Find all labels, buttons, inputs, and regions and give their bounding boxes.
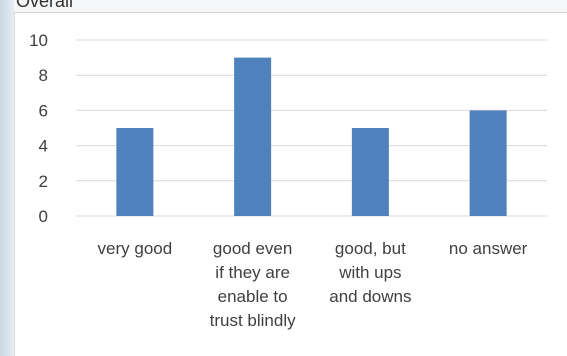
partial-heading: Overall	[16, 0, 74, 11]
x-category-label: trust blindly	[210, 311, 296, 330]
y-tick-label: 6	[39, 101, 48, 120]
x-category-label: enable to	[218, 287, 288, 306]
y-tick-label: 8	[39, 66, 48, 85]
bar	[234, 57, 272, 216]
x-category-label: with ups	[338, 263, 401, 282]
y-tick-label: 4	[39, 137, 48, 156]
y-tick-label: 10	[29, 31, 48, 50]
y-tick-label: 2	[39, 172, 48, 191]
x-category-label: if they are	[215, 263, 290, 282]
x-category-label: very good	[98, 239, 173, 258]
bar	[351, 128, 389, 216]
x-category-label: good, but	[335, 239, 406, 258]
x-category-label: no answer	[449, 239, 528, 258]
background-band	[0, 0, 14, 356]
bar	[469, 110, 507, 216]
y-tick-label: 0	[39, 207, 48, 226]
x-category-label: and downs	[329, 287, 411, 306]
top-strip	[0, 0, 567, 12]
x-category-label: good even	[213, 239, 292, 258]
bar	[116, 128, 154, 216]
